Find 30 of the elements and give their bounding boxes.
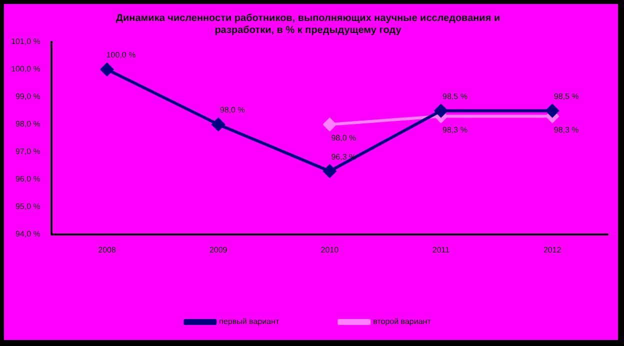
- point: [323, 118, 336, 131]
- point: [434, 104, 448, 118]
- point: [212, 118, 225, 131]
- y-tick-label: 101,0 %: [10, 37, 40, 46]
- y-tick-label: 96,0 %: [15, 174, 40, 184]
- y-tick-label: 94,0 %: [15, 230, 40, 239]
- x-tick-label: 2009: [209, 245, 228, 254]
- legend-label: первый вариант: [219, 317, 280, 326]
- point: [100, 62, 114, 76]
- x-tick-label: 2011: [432, 245, 450, 254]
- data-label: 98,3 %: [442, 125, 468, 134]
- y-tick-label: 95,0 %: [15, 202, 40, 212]
- data-label: 98,0 %: [220, 106, 245, 115]
- data-label: 98,0 %: [331, 134, 356, 143]
- data-label: 96,3 %: [331, 152, 356, 162]
- y-tick-label: 98,0 %: [15, 120, 40, 129]
- x-tick-label: 2010: [320, 245, 340, 254]
- data-label: 98,5 %: [442, 92, 468, 101]
- chart-title: Динамика численности работников, выполняющих научные исследования и разработки, в % к предыдущему году: [116, 12, 500, 36]
- point: [323, 164, 336, 178]
- data-label: 98,5 %: [554, 92, 579, 101]
- data-label: 100,0 %: [106, 50, 136, 60]
- legend-label: второй вариант: [373, 317, 432, 326]
- x-tick-label: 2012: [543, 245, 562, 254]
- y-tick-label: 99,0 %: [15, 92, 40, 102]
- y-tick-label: 100,0 %: [10, 64, 40, 74]
- y-tick-label: 97,0 %: [15, 147, 40, 156]
- x-tick-label: 2008: [98, 245, 116, 254]
- data-label: 98,3 %: [554, 125, 579, 134]
- point: [546, 104, 559, 118]
